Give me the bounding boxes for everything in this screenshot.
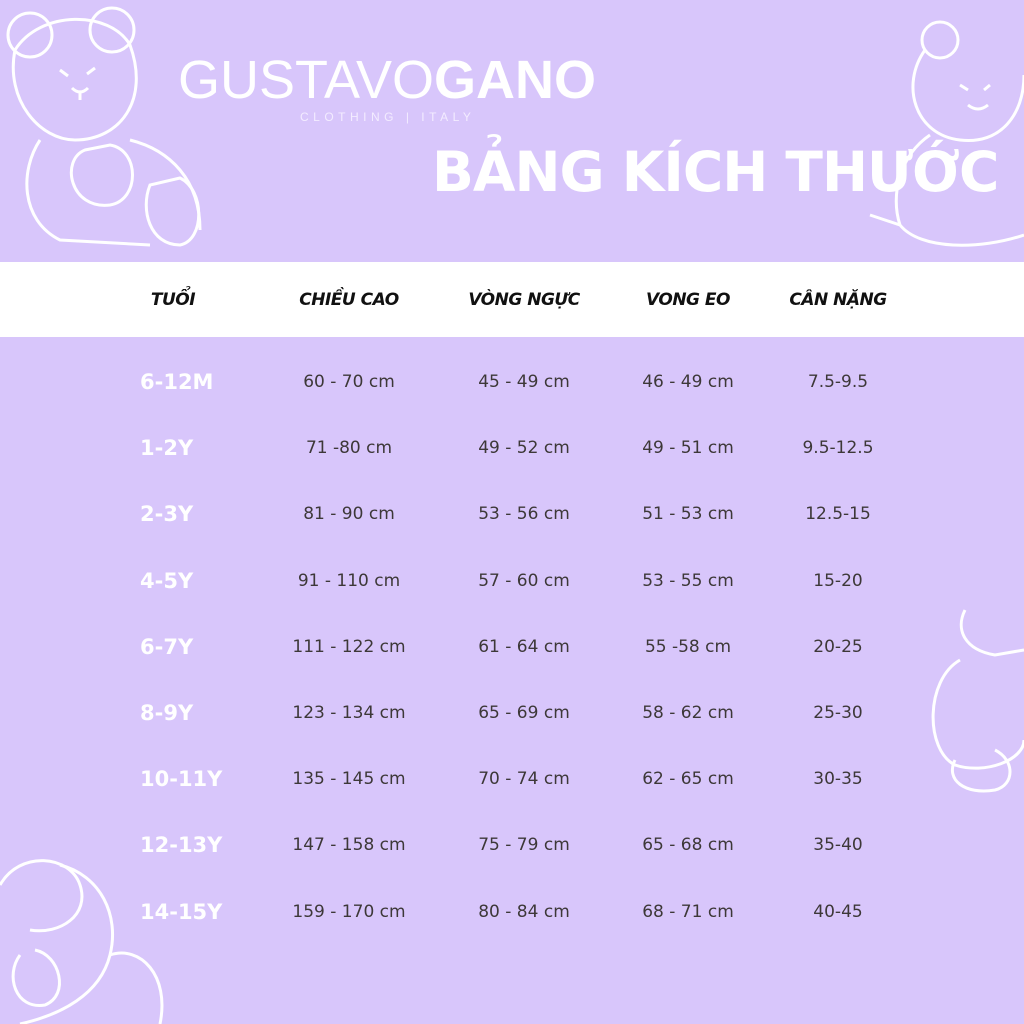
age-cell: 1-2Y — [140, 436, 194, 461]
chest-cell: 70 - 74 cm — [478, 769, 570, 790]
height-cell: 135 - 145 cm — [292, 769, 406, 790]
chest-cell: 45 - 49 cm — [478, 372, 570, 392]
weight-cell: 25-30 — [813, 703, 863, 723]
chest-cell: 53 - 56 cm — [478, 504, 570, 525]
page-title: BẢNG KÍCH THƯỚC — [432, 140, 999, 204]
age-cell: 2-3Y — [140, 502, 194, 527]
height-cell: 159 - 170 cm — [292, 901, 406, 922]
weight-cell: 20-25 — [813, 636, 863, 657]
table-row: 8-9Y 123 - 134 cm 65 - 69 cm 58 - 62 cm 25-3… — [0, 701, 1024, 741]
teddy-bear-top-left-icon — [6, 6, 202, 247]
header-chest: VÒNG NGỰC — [468, 290, 580, 310]
table-row: 6-12M 60 - 70 cm 45 - 49 cm 46 - 49 cm 7.5-9… — [0, 370, 1024, 410]
brand-name-light: GUSTAVO — [178, 50, 435, 110]
chest-cell: 65 - 69 cm — [478, 703, 570, 723]
chest-cell: 57 - 60 cm — [478, 570, 570, 591]
table-row: 14-15Y 159 - 170 cm 80 - 84 cm 68 - 71 cm 40… — [0, 900, 1024, 940]
waist-cell: 55 -58 cm — [644, 636, 732, 657]
table-row: 1-2Y 71 -80 cm 49 - 52 cm 49 - 51 cm 9.5-12.… — [0, 436, 1024, 476]
height-cell: 91 - 110 cm — [297, 570, 401, 591]
brand-name-bold: GANO — [434, 50, 597, 110]
header-height: CHIỀU CAO — [299, 290, 399, 310]
brand-logo: GUSTAVOGANO — [178, 50, 596, 110]
table-row: 6-7Y 111 - 122 cm 61 - 64 cm 55 -58 cm 20-25 — [0, 635, 1024, 675]
age-cell: 12-13Y — [140, 833, 223, 858]
waist-cell: 51 - 53 cm — [642, 504, 734, 525]
age-cell: 10-11Y — [140, 767, 223, 792]
weight-cell: 30-35 — [813, 769, 863, 790]
height-cell: 111 - 122 cm — [292, 636, 406, 657]
height-cell: 60 - 70 cm — [303, 372, 395, 392]
header-weight: CÂN NẶNG — [789, 290, 887, 310]
teddy-bear-bottom-left-icon — [0, 859, 164, 1024]
chest-cell: 61 - 64 cm — [478, 636, 570, 657]
chest-cell: 80 - 84 cm — [478, 901, 570, 922]
weight-cell: 40-45 — [813, 901, 863, 922]
waist-cell: 58 - 62 cm — [642, 703, 734, 723]
chest-cell: 49 - 52 cm — [478, 438, 570, 459]
age-cell: 8-9Y — [140, 701, 194, 725]
table-row: 10-11Y 135 - 145 cm 70 - 74 cm 62 - 65 cm 30… — [0, 767, 1024, 807]
table-header: TUỔI CHIỀU CAO VÒNG NGỰC VONG EO CÂN NẶN… — [0, 262, 1024, 337]
waist-cell: 46 - 49 cm — [642, 372, 734, 392]
weight-cell: 12.5-15 — [805, 504, 871, 525]
weight-cell: 9.5-12.5 — [802, 438, 874, 459]
header-age: TUỔI — [150, 290, 196, 310]
waist-cell: 65 - 68 cm — [642, 835, 734, 856]
brand-tagline: CLOTHING | ITALY — [300, 110, 476, 124]
waist-cell: 62 - 65 cm — [642, 769, 734, 790]
age-cell: 6-7Y — [140, 634, 194, 659]
age-cell: 6-12M — [140, 370, 214, 394]
chest-cell: 75 - 79 cm — [478, 835, 570, 856]
height-cell: 147 - 158 cm — [292, 835, 406, 856]
weight-cell: 15-20 — [813, 570, 863, 591]
table-row: 12-13Y 147 - 158 cm 75 - 79 cm 65 - 68 cm 35… — [0, 833, 1024, 873]
table-row: 2-3Y 81 - 90 cm 53 - 56 cm 51 - 53 cm 12.5-1… — [0, 502, 1024, 542]
table-row: 4-5Y 91 - 110 cm 57 - 60 cm 53 - 55 cm 15-20 — [0, 569, 1024, 609]
teddy-bear-right-icon — [931, 609, 1024, 793]
waist-cell: 53 - 55 cm — [642, 570, 734, 591]
height-cell: 71 -80 cm — [305, 438, 393, 459]
header-waist: VONG EO — [646, 290, 730, 310]
weight-cell: 35-40 — [813, 835, 863, 856]
teddy-bear-top-right-icon — [869, 20, 1024, 247]
age-cell: 14-15Y — [140, 899, 223, 924]
waist-cell: 68 - 71 cm — [642, 901, 734, 922]
weight-cell: 7.5-9.5 — [807, 372, 869, 392]
height-cell: 81 - 90 cm — [303, 504, 395, 525]
age-cell: 4-5Y — [140, 568, 194, 593]
waist-cell: 49 - 51 cm — [642, 438, 734, 459]
height-cell: 123 - 134 cm — [292, 703, 406, 723]
